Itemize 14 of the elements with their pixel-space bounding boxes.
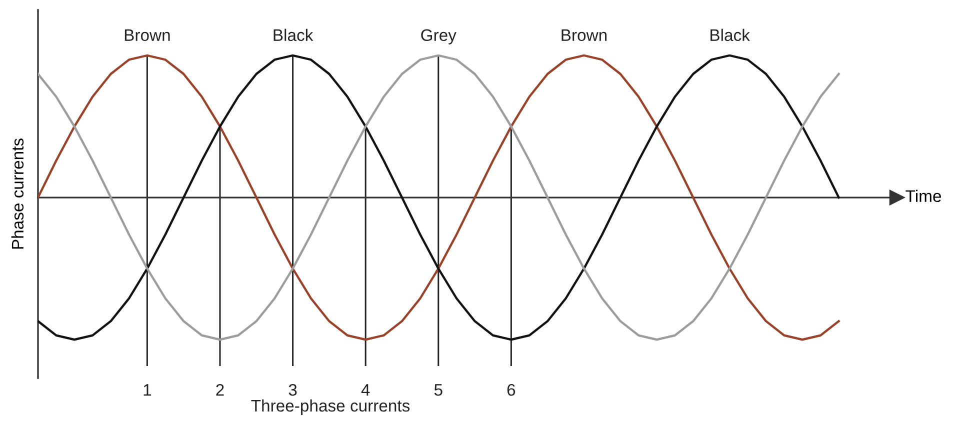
annotation: Brown	[124, 29, 170, 42]
annotation: Grey	[421, 29, 456, 44]
annotation: Black	[274, 28, 314, 42]
text: Three-phase currents	[251, 399, 410, 415]
annotation: Black	[710, 28, 750, 42]
annotation: Brown	[562, 29, 607, 42]
x-tick-label: 5	[434, 384, 442, 396]
x-axis-title: Time	[906, 190, 942, 202]
y-axis-title: Phase currents	[11, 138, 24, 249]
x-tick-label: 2	[216, 384, 224, 396]
x-tick-label: 1	[144, 384, 152, 396]
x-tick-label: 4	[361, 384, 370, 396]
x-tick-label: 3	[288, 384, 297, 396]
x-tick-label: 6	[507, 384, 516, 396]
